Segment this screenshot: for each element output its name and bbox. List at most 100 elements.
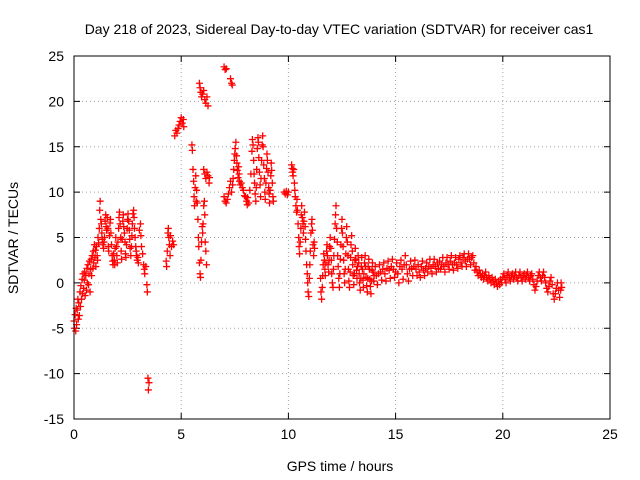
axis-ticks: 0 5 10 15 20 25 -15 -10 -5 0 5 10 15 20 25 (44, 48, 618, 442)
data-point (114, 238, 122, 246)
data-point (189, 165, 197, 173)
data-point (298, 202, 306, 210)
data-point (95, 224, 103, 232)
data-point (350, 281, 358, 289)
data-point (193, 199, 201, 207)
data-point (401, 252, 409, 260)
data-point (88, 272, 96, 280)
data-point (248, 147, 256, 155)
data-point (261, 195, 269, 203)
data-point (254, 138, 262, 146)
data-point (107, 229, 115, 237)
data-point (363, 288, 371, 296)
data-point (193, 186, 201, 194)
data-point (302, 235, 310, 243)
data-point (335, 283, 343, 291)
data-point (428, 270, 436, 278)
data-point (188, 146, 196, 154)
data-point (93, 243, 101, 251)
data-point (74, 315, 82, 323)
data-point (298, 214, 306, 222)
data-point (260, 161, 268, 169)
data-point (546, 277, 554, 285)
data-point (421, 272, 429, 280)
data-point (135, 226, 143, 234)
data-point (394, 270, 402, 278)
data-point (306, 261, 314, 269)
data-point (144, 386, 152, 394)
data-point (417, 263, 425, 271)
data-point (436, 257, 444, 265)
data-point (347, 241, 355, 249)
data-point (131, 234, 139, 241)
data-point (125, 217, 133, 225)
data-point (338, 229, 346, 237)
data-point (345, 277, 353, 285)
data-point (296, 250, 304, 258)
data-point (268, 179, 276, 187)
data-point (264, 168, 272, 176)
data-point (194, 234, 202, 241)
data-point (222, 65, 230, 73)
y-tick-label: -15 (44, 411, 64, 427)
data-point (199, 229, 207, 237)
data-point (96, 206, 104, 214)
data-point (164, 224, 172, 232)
x-tick-label: 25 (602, 426, 618, 442)
data-point (541, 273, 549, 281)
data-point (87, 255, 95, 263)
data-point (120, 229, 128, 237)
data-point (327, 244, 335, 252)
data-point (123, 241, 131, 249)
data-point (462, 263, 470, 271)
data-point (229, 175, 237, 183)
data-point (338, 224, 346, 232)
data-point (235, 170, 243, 178)
data-point (328, 270, 336, 278)
data-point (528, 270, 536, 278)
data-point (115, 208, 123, 216)
data-point (126, 235, 134, 243)
data-point (378, 276, 386, 284)
data-point (83, 264, 91, 272)
data-point (386, 274, 394, 282)
data-point (84, 261, 92, 269)
data-point (98, 229, 106, 237)
data-point (178, 119, 186, 127)
data-point (449, 266, 457, 274)
data-point (416, 273, 424, 281)
data-point (82, 286, 90, 294)
data-point (373, 281, 381, 289)
data-point (459, 253, 467, 261)
data-point (72, 327, 80, 335)
data-point (472, 263, 480, 271)
data-point (97, 220, 105, 228)
data-point (203, 93, 211, 101)
data-point (174, 125, 182, 133)
data-point (293, 206, 301, 214)
data-point (367, 290, 375, 298)
data-point (261, 188, 269, 196)
data-point (250, 156, 258, 164)
data-point (381, 270, 389, 278)
data-point (145, 379, 153, 387)
data-point (139, 250, 147, 258)
data-point (332, 202, 340, 210)
data-point (130, 214, 138, 222)
data-point (331, 220, 339, 228)
data-point (327, 256, 335, 264)
data-point (195, 243, 203, 251)
data-point (369, 268, 377, 276)
data-point (118, 255, 126, 263)
data-point (234, 174, 242, 182)
y-tick-label: 5 (56, 230, 64, 246)
data-point (366, 283, 374, 291)
data-point (233, 166, 241, 174)
data-point (263, 156, 271, 164)
data-point (321, 272, 329, 280)
data-point (295, 243, 303, 251)
data-point (385, 266, 393, 274)
data-point (75, 312, 83, 320)
data-point (295, 234, 303, 241)
